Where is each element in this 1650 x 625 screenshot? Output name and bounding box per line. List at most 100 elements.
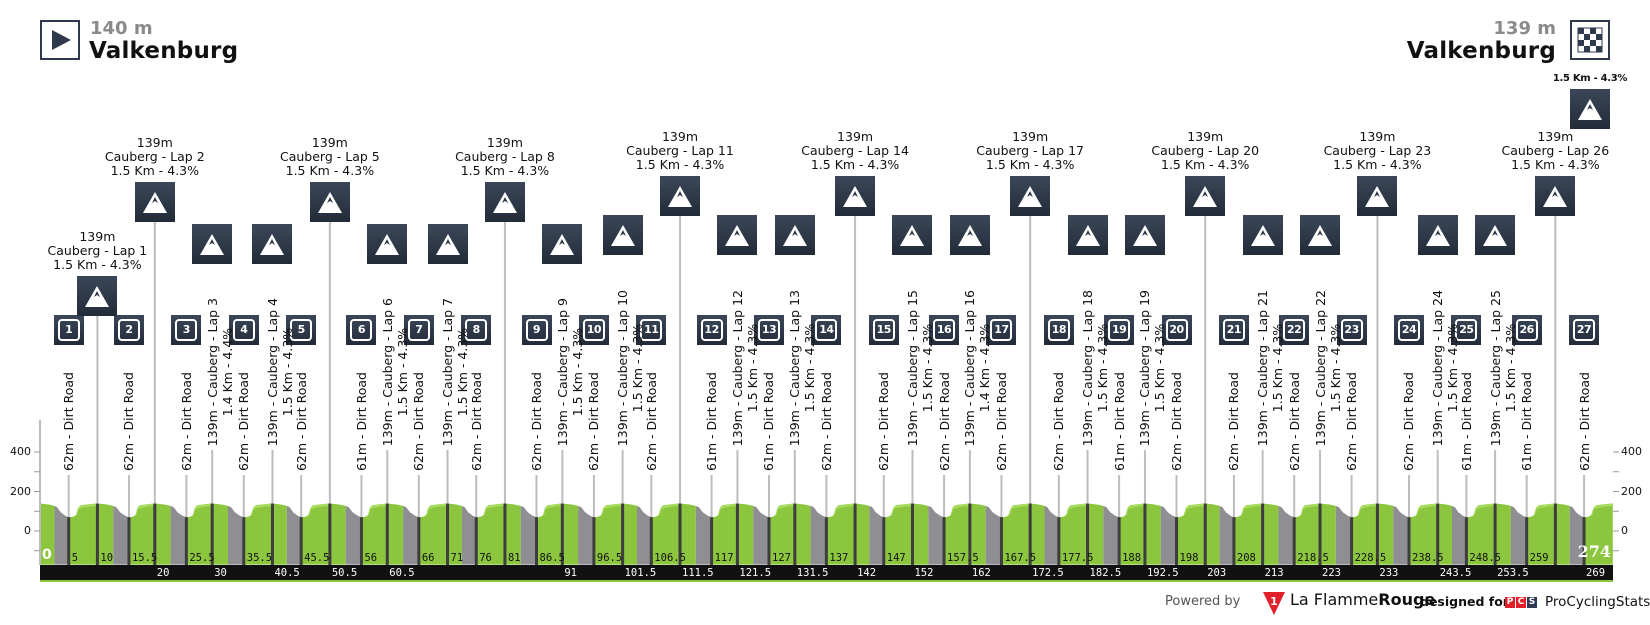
- climb-label-alt-label: 139m: [729, 409, 745, 446]
- sector-number-badge[interactable]: 2: [113, 315, 144, 345]
- mountain-climb-icon[interactable]: [949, 215, 990, 255]
- climb-label: 139m Cauberg - Lap 26 1.5 Km - 4.3%: [1475, 130, 1635, 172]
- sector-number-badge[interactable]: 21: [1218, 315, 1249, 345]
- profile-climb-highlight: [1533, 503, 1556, 516]
- dirt-road-label: 61m - Dirt Road: [1519, 371, 1535, 471]
- sector-number-badge[interactable]: 19: [1104, 315, 1135, 345]
- mountain-climb-icon[interactable]: [484, 182, 525, 222]
- mountain-climb-icon[interactable]: [427, 224, 468, 264]
- km-label: 127: [771, 552, 791, 564]
- km-label: 142: [857, 567, 877, 579]
- mountain-climb-icon[interactable]: [774, 215, 815, 255]
- climb-label-sep: -: [204, 397, 220, 410]
- profile-climb-highlight: [1066, 503, 1088, 516]
- km-label: 10: [100, 552, 114, 564]
- pcs-letter-p: P: [1505, 597, 1515, 608]
- sector-number-badge[interactable]: 3: [171, 315, 202, 345]
- climb-label: 139m Cauberg - Lap 17 1.5 Km - 4.3%: [950, 130, 1110, 172]
- profile-climb-highlight: [718, 503, 738, 516]
- mountain-climb-icon[interactable]: [835, 176, 876, 216]
- profile-climb-highlight: [1416, 503, 1438, 516]
- climb-label-title: 139m - Cauberg - Lap 24: [1430, 290, 1445, 446]
- km-label: 20: [156, 567, 170, 579]
- sector-number-badge[interactable]: 27: [1569, 315, 1600, 345]
- mountain-climb-icon[interactable]: [892, 215, 933, 255]
- mountain-climb-icon[interactable]: [1535, 176, 1576, 216]
- dirt-road-label: 62m - Dirt Road: [1401, 371, 1417, 471]
- sector-number: 26: [1515, 319, 1538, 341]
- mountain-climb-icon[interactable]: [1010, 176, 1051, 216]
- profile-flat-segment: [212, 503, 228, 565]
- sector-number-badge[interactable]: 15: [868, 315, 899, 345]
- km-label: 50.5: [331, 567, 358, 579]
- profile-climb-segment: [944, 503, 970, 565]
- climb-label-alt-label: 139m: [837, 129, 874, 144]
- km-label: 117: [714, 552, 734, 564]
- mountain-climb-icon[interactable]: [1417, 215, 1458, 255]
- mountain-climb-icon[interactable]: [367, 224, 408, 264]
- sector-number-badge[interactable]: 8: [461, 315, 492, 345]
- sector-number-badge[interactable]: 17: [986, 315, 1017, 345]
- sector-number-badge[interactable]: 7: [403, 315, 434, 345]
- sector-number-badge[interactable]: 26: [1511, 315, 1542, 345]
- mountain-climb-icon[interactable]: [309, 182, 350, 222]
- mountain-climb-icon[interactable]: [77, 276, 118, 316]
- sector-number-badge[interactable]: 25: [1451, 315, 1482, 345]
- mountain-climb-icon[interactable]: [602, 215, 643, 255]
- sector-number-badge[interactable]: 4: [228, 315, 259, 345]
- profile-flat-segment: [794, 503, 811, 565]
- mountain-climb-icon[interactable]: [1242, 215, 1283, 255]
- mountain-climb-icon[interactable]: [1124, 215, 1165, 255]
- profile-climb-highlight: [1473, 503, 1496, 516]
- dirt-road-label: 61m - Dirt Road: [704, 371, 720, 471]
- dirt-road-label: 62m - Dirt Road: [1051, 371, 1067, 471]
- sector-number-badge[interactable]: 18: [1043, 315, 1074, 345]
- climb-label-name: Cauberg - Lap 26: [1501, 143, 1610, 158]
- mountain-climb-icon[interactable]: [1475, 215, 1516, 255]
- sector-number-badge[interactable]: 9: [521, 315, 552, 345]
- sector-number-badge[interactable]: 10: [578, 315, 609, 345]
- sector-number-badge[interactable]: 12: [696, 315, 727, 345]
- profile-climb-segment: [301, 503, 330, 565]
- sector-number-badge[interactable]: 23: [1336, 315, 1367, 345]
- profile-flat-segment: [1205, 503, 1220, 565]
- climb-label-stats: 1.5 Km - 4.3%: [53, 257, 142, 272]
- mountain-climb-icon[interactable]: [1300, 215, 1341, 255]
- climb-label-alt-label: 139m: [904, 409, 920, 446]
- mountain-climb-icon[interactable]: [252, 224, 293, 264]
- profile-climb-segment: [186, 503, 213, 565]
- mountain-climb-icon[interactable]: [192, 224, 233, 264]
- km-label: 213: [1264, 567, 1284, 579]
- la-flamme-rouge-link[interactable]: La FlammeRouge: [1290, 592, 1435, 608]
- sector-number-badge[interactable]: 11: [636, 315, 667, 345]
- sector-number-badge[interactable]: 14: [811, 315, 842, 345]
- sector-number-badge[interactable]: 22: [1279, 315, 1310, 345]
- profile-climb-segment: [1001, 503, 1031, 565]
- climb-label-sep: -: [1430, 397, 1446, 410]
- climb-label-name: Cauberg - Lap 18: [1080, 289, 1096, 398]
- mountain-climb-icon[interactable]: [717, 215, 758, 255]
- profile-flat-segment: [447, 503, 462, 565]
- sector-number-badge[interactable]: 16: [929, 315, 960, 345]
- procyclingstats-link[interactable]: ProCyclingStats: [1545, 594, 1650, 610]
- mountain-climb-icon[interactable]: [1067, 215, 1108, 255]
- mountain-climb-icon[interactable]: [542, 224, 583, 264]
- la-flamme-rouge-logo-icon: 1: [1262, 590, 1286, 620]
- profile-flat-segment: [1495, 503, 1511, 565]
- sector-number-badge[interactable]: 6: [346, 315, 377, 345]
- sector-number-badge[interactable]: 5: [286, 315, 317, 345]
- km-label: 137: [829, 552, 849, 564]
- climb-label-name: Cauberg - Lap 19: [1137, 289, 1153, 398]
- sector-number-badge[interactable]: 1: [53, 315, 84, 345]
- mountain-climb-icon[interactable]: [1357, 176, 1398, 216]
- sector-number-badge[interactable]: 24: [1393, 315, 1424, 345]
- climb-label-title: 139m - Cauberg - Lap 19: [1137, 290, 1152, 446]
- sector-number-badge[interactable]: 20: [1161, 315, 1192, 345]
- sector-number: 11: [640, 319, 663, 341]
- profile-climb-segment: [476, 503, 505, 565]
- sector-number-badge[interactable]: 13: [753, 315, 784, 345]
- mountain-climb-icon[interactable]: [660, 176, 700, 216]
- mountain-climb-icon[interactable]: [1185, 176, 1226, 216]
- mountain-climb-icon[interactable]: [134, 182, 175, 222]
- checkered-flag-icon: [1570, 20, 1610, 60]
